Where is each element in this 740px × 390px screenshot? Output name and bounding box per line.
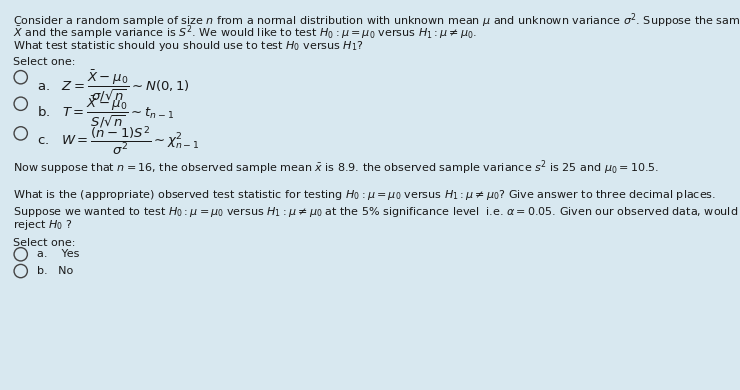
Text: Select one:: Select one:	[13, 57, 75, 67]
Text: a.   $Z = \dfrac{\bar{X}-\mu_0}{\sigma/\sqrt{n}} \sim N(0,1)$: a. $Z = \dfrac{\bar{X}-\mu_0}{\sigma/\sq…	[37, 68, 190, 104]
Text: reject $H_0$ ?: reject $H_0$ ?	[13, 218, 73, 232]
Text: Select one:: Select one:	[13, 238, 75, 248]
Text: c.   $W = \dfrac{(n-1)S^2}{\sigma^2} \sim \chi^2_{n-1}$: c. $W = \dfrac{(n-1)S^2}{\sigma^2} \sim …	[37, 124, 200, 157]
Text: Suppose we wanted to test $H_0 : \mu = \mu_0$ versus $H_1 : \mu \neq \mu_0$ at t: Suppose we wanted to test $H_0 : \mu = \…	[13, 205, 740, 219]
Text: $\bar{X}$ and the sample variance is $S^2$. We would like to test $H_0 : \mu = \: $\bar{X}$ and the sample variance is $S^…	[13, 23, 477, 42]
Text: What test statistic should you should use to test $H_0$ versus $H_1$?: What test statistic should you should us…	[13, 39, 364, 53]
Text: a.    Yes: a. Yes	[37, 249, 79, 259]
Text: Now suppose that $n = 16$, the observed sample mean $\bar{x}$ is 8.9. the observ: Now suppose that $n = 16$, the observed …	[13, 158, 659, 177]
Text: b.   No: b. No	[37, 266, 73, 276]
Text: b.   $T = \dfrac{\bar{X}-\mu_0}{S/\sqrt{n}} \sim t_{n-1}$: b. $T = \dfrac{\bar{X}-\mu_0}{S/\sqrt{n}…	[37, 95, 174, 130]
Text: Consider a random sample of size $n$ from a normal distribution with unknown mea: Consider a random sample of size $n$ fro…	[13, 11, 740, 30]
Text: What is the (appropriate) observed test statistic for testing $H_0 : \mu = \mu_0: What is the (appropriate) observed test …	[13, 188, 716, 202]
